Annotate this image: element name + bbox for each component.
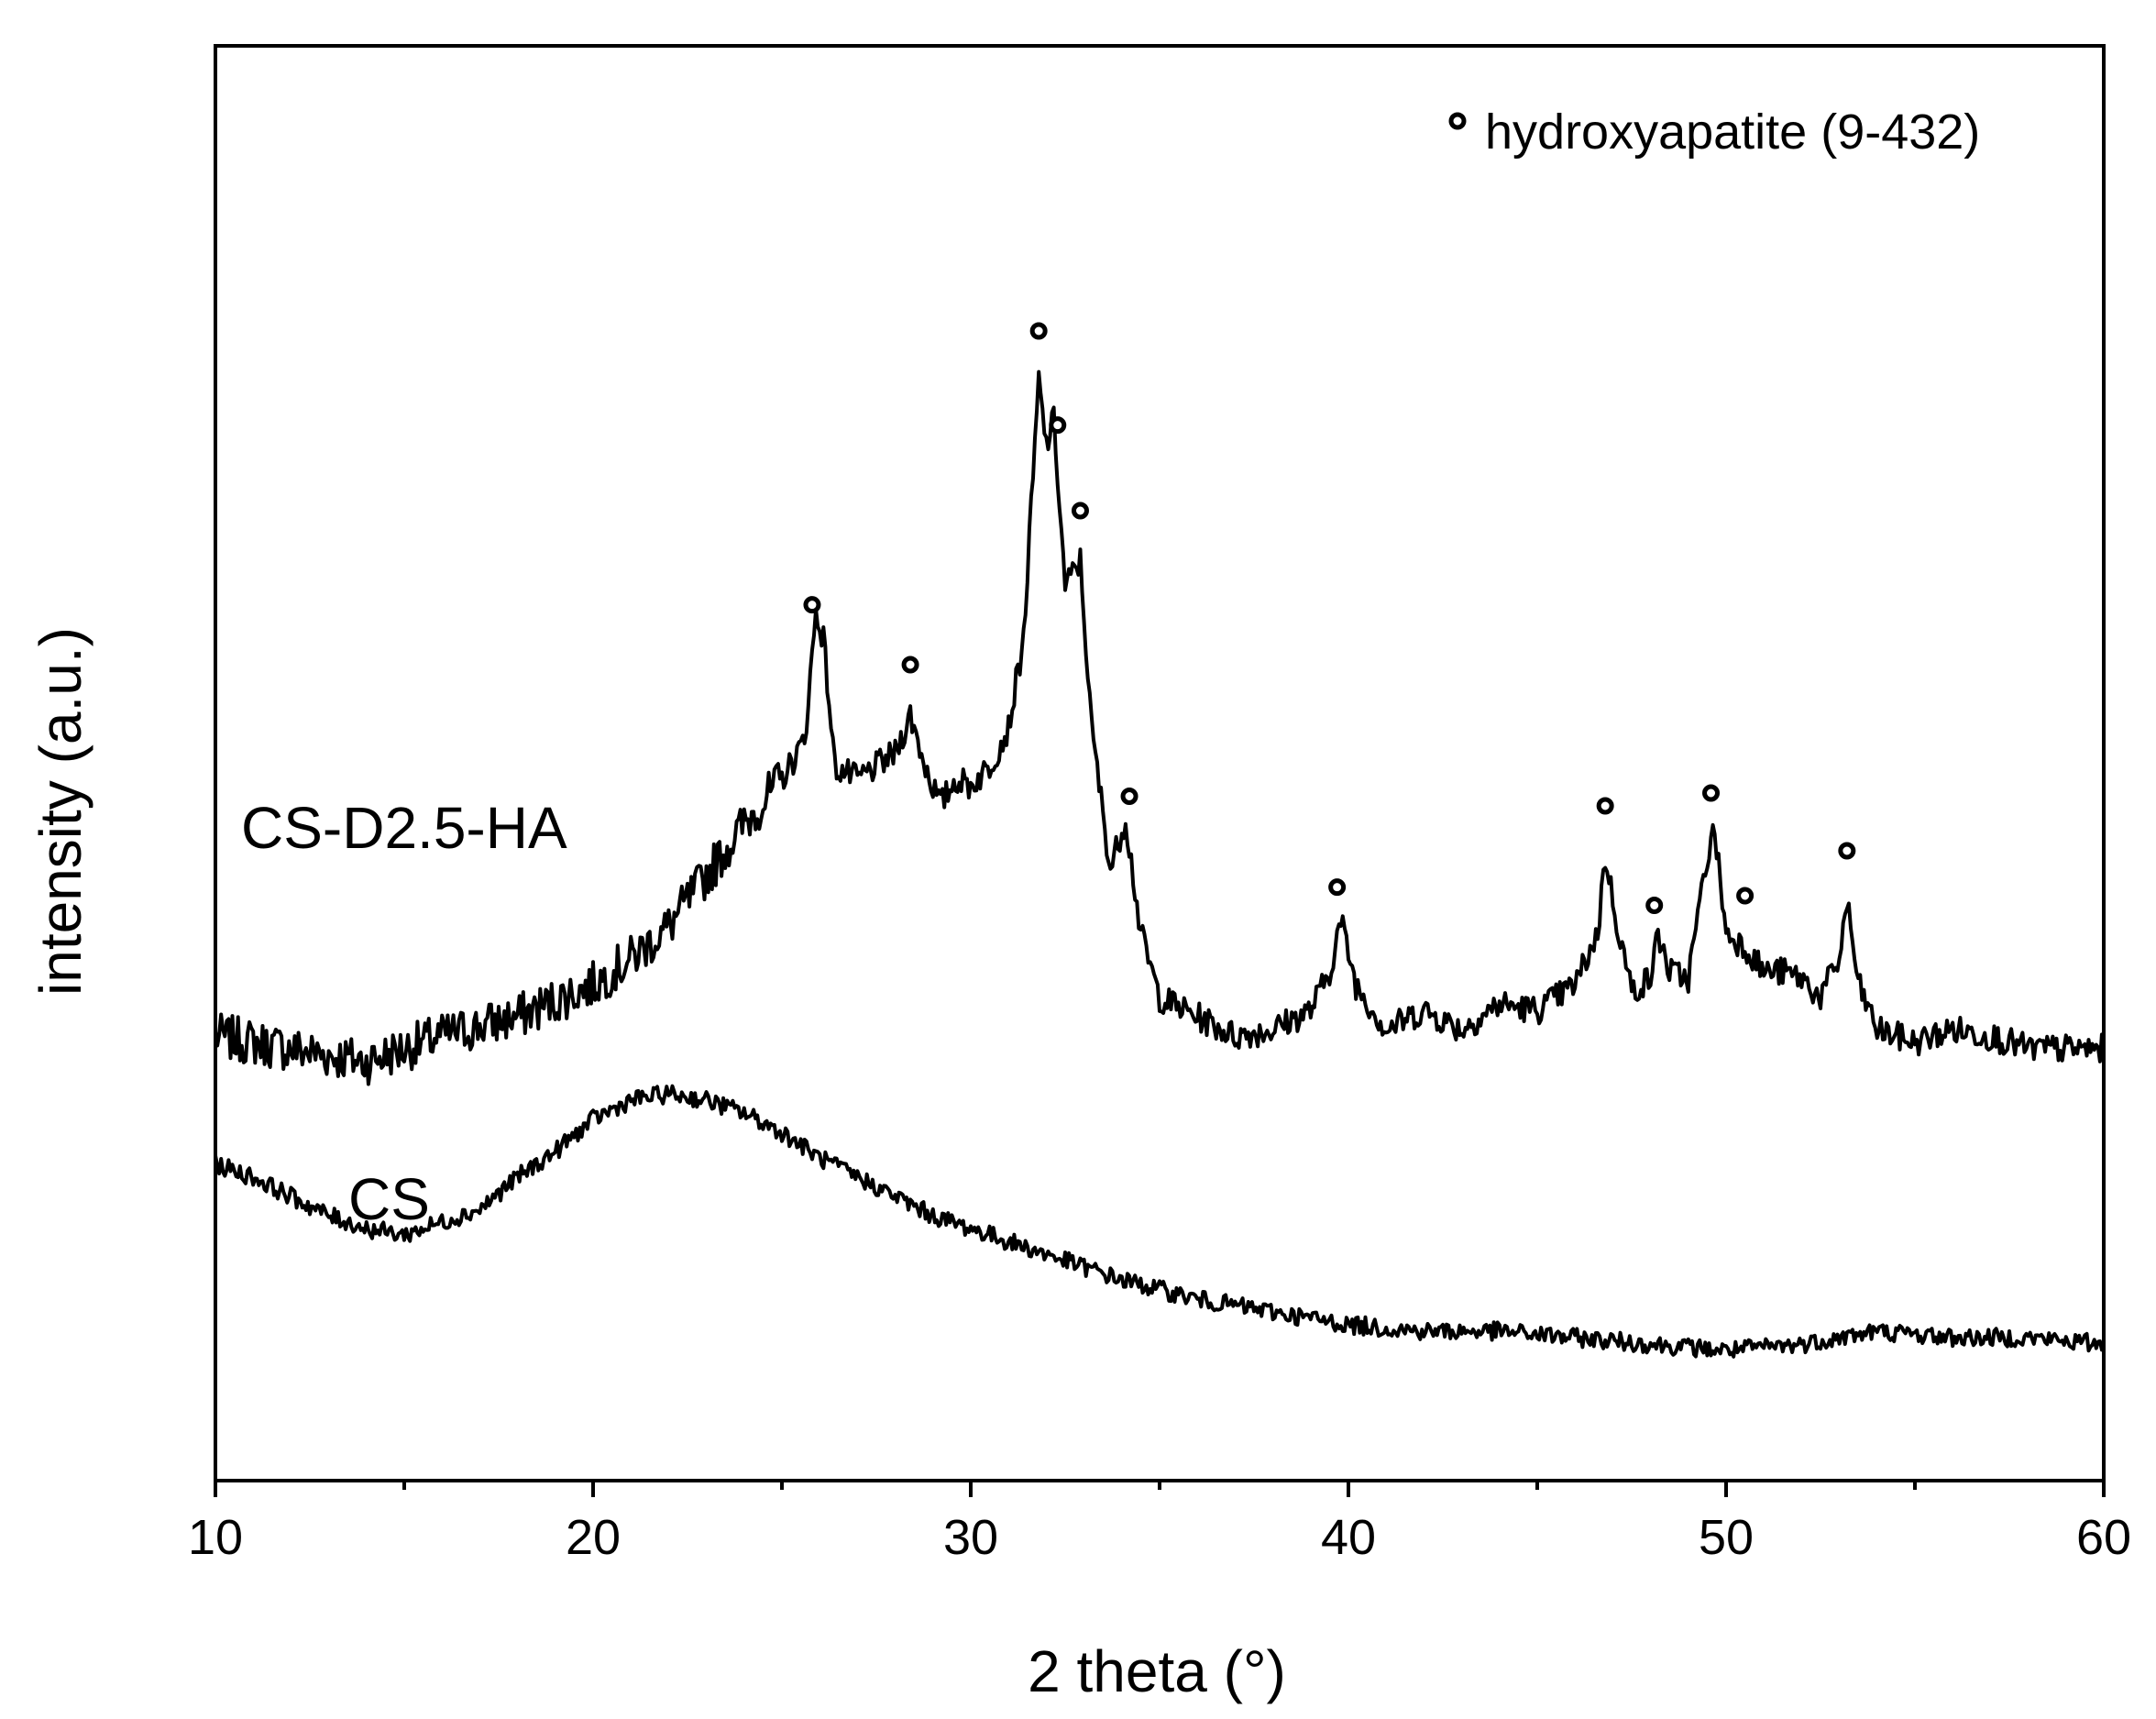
x-axis-tick-labels: 10 20 30 40 50 60 bbox=[188, 1510, 2131, 1565]
peak-marker bbox=[803, 596, 821, 614]
x-tick-label: 60 bbox=[2076, 1510, 2131, 1565]
peak-marker bbox=[901, 656, 919, 674]
series-line-cs-d2.5-ha bbox=[214, 369, 2106, 1086]
x-axis-ticks bbox=[214, 1481, 2106, 1497]
peak-marker bbox=[1702, 784, 1721, 802]
x-tick-label: 30 bbox=[943, 1510, 998, 1565]
peak-marker bbox=[1328, 878, 1347, 897]
legend-label: hydroxyapatite (9-432) bbox=[1485, 105, 1980, 160]
peak-marker bbox=[1838, 842, 1856, 860]
x-axis-title: 2 theta (°) bbox=[1028, 1638, 1286, 1704]
peak-markers bbox=[803, 322, 1856, 914]
peak-marker bbox=[1071, 501, 1089, 520]
peak-marker bbox=[1120, 788, 1138, 805]
peak-marker bbox=[1736, 887, 1754, 905]
y-axis-title: intensity (a.u.) bbox=[28, 627, 94, 996]
legend-marker-icon bbox=[1448, 112, 1467, 130]
x-tick-label: 10 bbox=[188, 1510, 243, 1565]
peak-marker bbox=[1645, 897, 1664, 914]
x-tick-label: 20 bbox=[566, 1510, 621, 1565]
plot-frame bbox=[214, 44, 2106, 1482]
peak-marker bbox=[1029, 322, 1048, 340]
series-label-cs: CS bbox=[348, 1166, 430, 1232]
peak-marker bbox=[1596, 797, 1614, 815]
peak-marker bbox=[1049, 416, 1067, 435]
x-tick-label: 40 bbox=[1321, 1510, 1376, 1565]
series-traces bbox=[214, 369, 2106, 1359]
series-label-cs-d2.5-ha: CS-D2.5-HA bbox=[241, 795, 567, 861]
x-tick-label: 50 bbox=[1699, 1510, 1754, 1565]
series-line-cs bbox=[214, 1084, 2106, 1359]
